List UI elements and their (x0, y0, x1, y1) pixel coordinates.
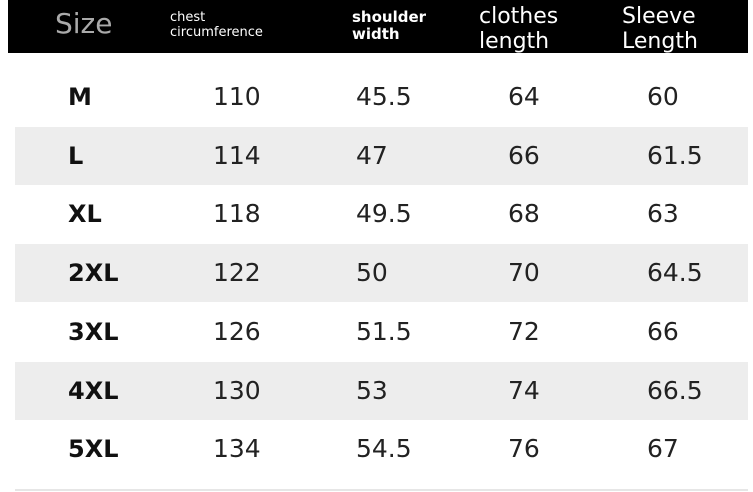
table-row: L 114 47 66 61.5 (15, 126, 748, 185)
value-cell: 126 (213, 316, 261, 346)
value-cell: 47 (356, 140, 388, 170)
table-row: M 110 45.5 64 60 (15, 68, 748, 126)
header-label: Size (55, 7, 113, 40)
value-cell: 110 (213, 82, 261, 111)
size-cell: 5XL (68, 435, 119, 464)
header-label: clothes (479, 4, 559, 29)
value-cell: 60 (647, 82, 679, 111)
header-label: Length (622, 29, 698, 54)
table-row: 4XL 130 53 74 66.5 (15, 361, 748, 420)
value-cell: 114 (213, 140, 261, 170)
value-cell: 134 (213, 434, 261, 464)
value-cell: 74 (508, 375, 540, 405)
value-cell: 63 (647, 199, 679, 229)
value-cell: 61.5 (647, 140, 703, 170)
value-cell: 49.5 (356, 199, 412, 229)
value-cell: 50 (356, 258, 388, 288)
value-cell: 76 (508, 434, 540, 464)
bottom-rule (15, 489, 748, 491)
size-cell: 4XL (68, 376, 119, 405)
value-cell: 118 (213, 199, 261, 229)
value-cell: 45.5 (356, 82, 412, 111)
value-cell: 122 (213, 258, 261, 288)
size-cell: M (68, 83, 92, 111)
value-cell: 64.5 (647, 258, 703, 288)
header-label: Sleeve (622, 4, 696, 29)
value-cell: 72 (508, 316, 540, 346)
header-bar: Size chest circumference shoulder width cloth… (8, 0, 748, 53)
header-label: chest (170, 10, 206, 25)
size-cell: 3XL (68, 317, 119, 346)
value-cell: 67 (647, 434, 679, 464)
value-cell: 51.5 (356, 316, 412, 346)
header-label: circumference (170, 25, 263, 40)
value-cell: 53 (356, 375, 388, 405)
header-label: length (479, 29, 550, 54)
value-cell: 66 (508, 140, 540, 170)
header-label: shoulder (352, 8, 427, 26)
table-row: 5XL 134 54.5 76 67 (15, 420, 748, 478)
size-cell: L (68, 141, 84, 170)
table-row: 2XL 122 50 70 64.5 (15, 244, 748, 303)
table-row: 3XL 126 51.5 72 66 (15, 303, 748, 361)
value-cell: 64 (508, 82, 540, 111)
value-cell: 66.5 (647, 375, 703, 405)
size-cell: XL (68, 200, 102, 229)
value-cell: 68 (508, 199, 540, 229)
value-cell: 54.5 (356, 434, 412, 464)
value-cell: 70 (508, 258, 540, 288)
value-cell: 66 (647, 316, 679, 346)
value-cell: 130 (213, 375, 261, 405)
header-label: width (352, 25, 400, 43)
size-cell: 2XL (68, 259, 119, 288)
table-row: XL 118 49.5 68 63 (15, 185, 748, 243)
